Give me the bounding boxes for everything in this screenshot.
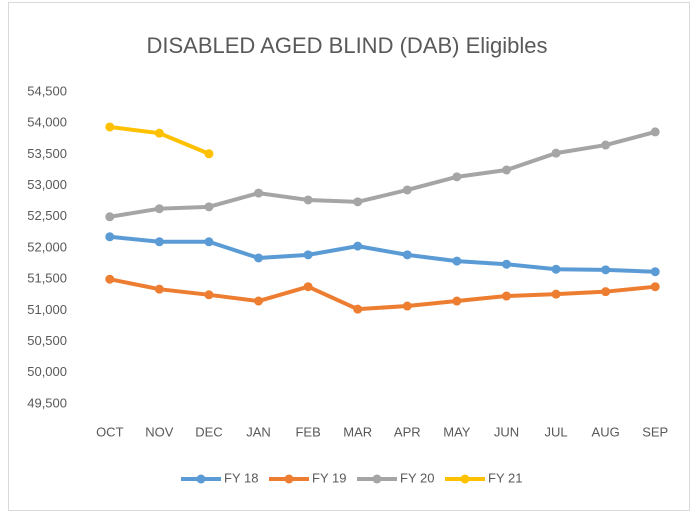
data-point — [601, 265, 611, 275]
data-point — [402, 250, 412, 260]
x-tick-label: AUG — [592, 424, 620, 439]
data-point — [353, 197, 363, 207]
x-tick-label: JUN — [494, 424, 519, 439]
data-point — [501, 259, 511, 269]
data-point — [303, 250, 313, 260]
x-tick-label: FEB — [295, 424, 320, 439]
chart-title: DISABLED AGED BLIND (DAB) Eligibles — [146, 33, 547, 58]
data-point — [452, 172, 462, 182]
data-point — [254, 188, 264, 198]
data-point — [650, 282, 660, 292]
y-tick-label: 50,000 — [27, 364, 67, 379]
data-point — [402, 185, 412, 195]
x-tick-label: JAN — [246, 424, 271, 439]
y-tick-label: 53,500 — [27, 146, 67, 161]
data-point — [154, 284, 164, 294]
x-tick-label: APR — [394, 424, 421, 439]
legend-label: FY 20 — [400, 470, 434, 485]
data-point — [353, 304, 363, 314]
series-line — [107, 234, 658, 274]
legend-marker — [196, 474, 206, 484]
y-tick-label: 50,500 — [27, 333, 67, 348]
data-point — [402, 301, 412, 311]
data-point — [254, 296, 264, 306]
data-point — [204, 290, 214, 300]
legend-label: FY 21 — [488, 470, 522, 485]
y-tick-label: 54,500 — [27, 83, 67, 98]
data-point — [501, 165, 511, 175]
data-point — [501, 291, 511, 301]
data-point — [154, 128, 164, 138]
data-point — [551, 289, 561, 299]
series-line — [107, 129, 658, 219]
data-point — [551, 264, 561, 274]
data-point — [601, 287, 611, 297]
data-point — [551, 148, 561, 158]
x-tick-label: SEP — [642, 424, 668, 439]
legend-label: FY 19 — [312, 470, 346, 485]
data-point — [154, 237, 164, 247]
legend-label: FY 18 — [224, 470, 258, 485]
x-tick-label: MAR — [343, 424, 372, 439]
chart-frame — [8, 2, 690, 511]
x-tick-label: JUL — [544, 424, 567, 439]
data-point — [204, 149, 214, 159]
y-tick-label: 52,500 — [27, 208, 67, 223]
x-tick-label: NOV — [145, 424, 174, 439]
data-point — [105, 274, 115, 284]
data-point — [452, 296, 462, 306]
x-tick-label: OCT — [96, 424, 124, 439]
data-point — [452, 256, 462, 266]
data-point — [105, 122, 115, 132]
y-tick-label: 54,000 — [27, 115, 67, 130]
y-tick-label: 51,500 — [27, 271, 67, 286]
data-point — [204, 202, 214, 212]
legend-marker — [284, 474, 294, 484]
data-point — [254, 253, 264, 263]
legend-marker — [460, 474, 470, 484]
y-tick-label: 51,000 — [27, 302, 67, 317]
data-point — [650, 127, 660, 137]
legend-marker — [372, 474, 382, 484]
y-tick-label: 49,500 — [27, 395, 67, 410]
x-tick-label: DEC — [195, 424, 222, 439]
data-point — [650, 267, 660, 277]
data-point — [303, 282, 313, 292]
series-line — [107, 277, 658, 312]
data-point — [154, 204, 164, 214]
data-point — [353, 241, 363, 251]
data-point — [303, 195, 313, 205]
y-tick-label: 53,000 — [27, 177, 67, 192]
x-tick-label: MAY — [443, 424, 471, 439]
data-point — [105, 232, 115, 242]
data-point — [204, 237, 214, 247]
y-tick-label: 52,000 — [27, 239, 67, 254]
data-point — [601, 140, 611, 150]
data-point — [105, 212, 115, 222]
